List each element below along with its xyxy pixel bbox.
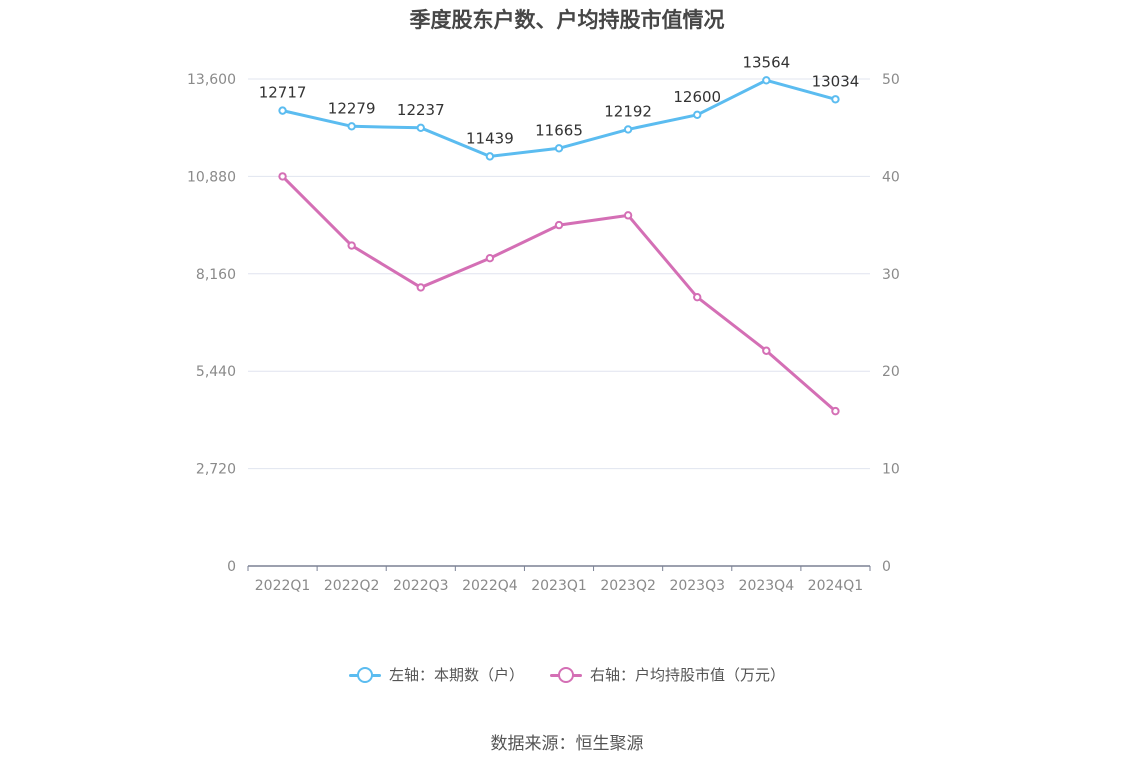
- data-label: 13034: [812, 72, 860, 90]
- left-tick-label: 13,600: [187, 72, 236, 88]
- data-point-right: [623, 211, 633, 220]
- data-point-left: [347, 122, 356, 131]
- data-label: 12192: [604, 102, 652, 120]
- data-point-left: [831, 95, 840, 104]
- data-label: 12237: [397, 101, 445, 119]
- data-point-left: [762, 76, 771, 85]
- x-tick-label: 2023Q2: [600, 578, 656, 594]
- x-tick-label: 2024Q1: [808, 578, 864, 594]
- data-point-left: [485, 152, 495, 161]
- x-axis: 2022Q1 2022Q2 2022Q3 2022Q4 2023Q1 2023Q2 2023…: [247, 565, 871, 594]
- data-point-right: [278, 172, 287, 181]
- legend-swatch-left-icon: [348, 666, 381, 683]
- grid-lines: [248, 78, 870, 470]
- left-tick-label: 2,720: [196, 462, 236, 478]
- legend: 左轴：本期数（户） 右轴：户均持股市值（万元）: [0, 664, 1134, 685]
- data-point-right: [485, 254, 495, 263]
- data-label: 13564: [742, 53, 790, 71]
- legend-swatch-right-icon: [550, 666, 582, 683]
- right-tick-label: 0: [882, 559, 891, 575]
- data-label: 12717: [259, 84, 307, 102]
- data-label: 11665: [535, 121, 583, 139]
- x-tick-label: 2022Q4: [462, 578, 518, 594]
- data-point-right: [693, 292, 702, 302]
- data-label: 12279: [328, 99, 376, 117]
- data-label: 11439: [466, 129, 514, 147]
- left-tick-label: 0: [227, 559, 236, 575]
- legend-label-left-series: 左轴：本期数（户）: [388, 666, 524, 684]
- data-point-right: [347, 241, 356, 250]
- right-tick-label: 20: [882, 364, 900, 380]
- series-line-right: [281, 174, 837, 413]
- left-y-axis: 0 2,720 5,440 8,160 10,880 13,600: [187, 72, 236, 575]
- data-point-right: [762, 346, 771, 355]
- legend-item-right-series[interactable]: 右轴：户均持股市值（万元）: [550, 664, 785, 685]
- data-point-left: [416, 123, 425, 133]
- left-tick-label: 5,440: [196, 364, 236, 380]
- x-tick-label: 2023Q1: [531, 578, 587, 594]
- left-tick-label: 10,880: [187, 169, 236, 185]
- data-point-left: [693, 110, 702, 120]
- data-point-left: [278, 106, 287, 115]
- right-tick-label: 50: [882, 72, 900, 88]
- x-tick-label: 2023Q3: [669, 578, 725, 594]
- x-tick-label: 2023Q4: [739, 578, 795, 594]
- data-point-right: [831, 406, 840, 416]
- x-tick-label: 2022Q2: [324, 578, 380, 594]
- data-labels: 12717 12279 12237 11439 11665 12192 12600 13564…: [259, 53, 860, 147]
- legend-item-left-series[interactable]: 左轴：本期数（户）: [348, 664, 524, 685]
- right-tick-label: 40: [882, 169, 900, 185]
- data-point-right: [416, 283, 425, 292]
- data-point-left: [623, 125, 633, 134]
- right-tick-label: 30: [882, 267, 900, 283]
- x-tick-label: 2022Q1: [255, 578, 311, 594]
- x-tick-label: 2022Q3: [393, 578, 449, 594]
- left-tick-label: 8,160: [196, 267, 236, 283]
- legend-label-right-series: 右轴：户均持股市值（万元）: [590, 666, 786, 684]
- data-point-right: [554, 220, 564, 230]
- chart-title: 季度股东户数、户均持股市值情况: [409, 8, 725, 32]
- series-layer: [278, 76, 840, 416]
- data-label: 12600: [673, 88, 721, 106]
- data-point-left: [554, 144, 564, 153]
- right-tick-label: 10: [882, 462, 900, 478]
- source-note: 数据来源：恒生聚源: [490, 734, 644, 754]
- right-y-axis: 0 10 20 30 40 50: [882, 72, 900, 575]
